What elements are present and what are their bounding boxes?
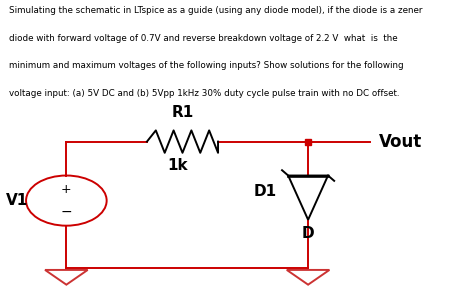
Text: D: D — [302, 226, 314, 240]
Text: +: + — [61, 183, 72, 196]
Text: −: − — [61, 205, 72, 219]
Text: diode with forward voltage of 0.7V and reverse breakdown voltage of 2.2 V  what : diode with forward voltage of 0.7V and r… — [9, 34, 398, 42]
Text: V1: V1 — [6, 193, 27, 208]
Text: 1k: 1k — [167, 158, 188, 173]
Text: Simulating the schematic in LTspice as a guide (using any diode model), if the d: Simulating the schematic in LTspice as a… — [9, 6, 423, 15]
Text: D1: D1 — [254, 184, 277, 199]
Text: voltage input: (a) 5V DC and (b) 5Vpp 1kHz 30% duty cycle pulse train with no DC: voltage input: (a) 5V DC and (b) 5Vpp 1k… — [9, 89, 400, 98]
Text: Vout: Vout — [379, 132, 422, 151]
Text: R1: R1 — [172, 105, 193, 120]
Text: minimum and maximum voltages of the following inputs? Show solutions for the fol: minimum and maximum voltages of the foll… — [9, 61, 404, 70]
